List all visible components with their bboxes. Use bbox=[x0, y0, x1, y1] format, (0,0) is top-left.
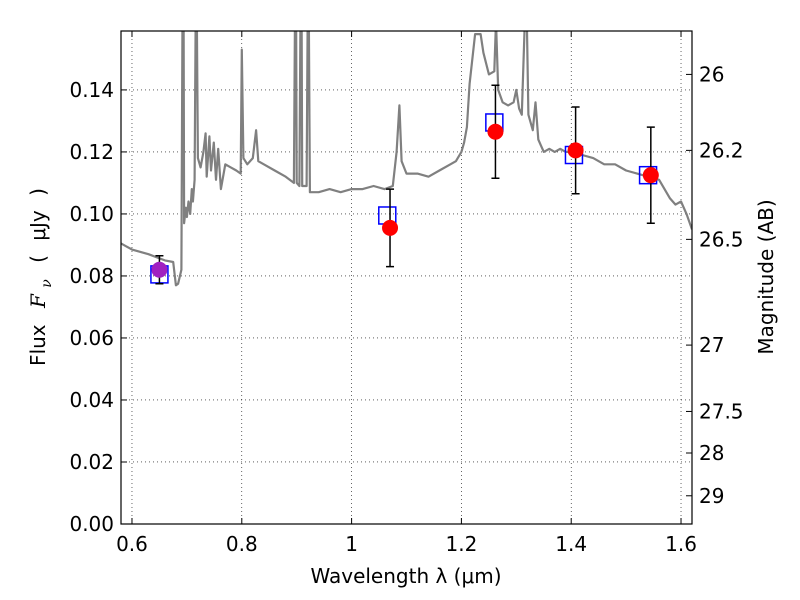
x-tick-label: 0.8 bbox=[226, 532, 258, 556]
observed-point bbox=[642, 126, 659, 224]
y-tick-label: 0.12 bbox=[69, 140, 114, 164]
observed-point bbox=[382, 188, 399, 268]
y2-tick-label: 29 bbox=[699, 484, 724, 508]
y-axis-title-paren-close: ) bbox=[26, 188, 50, 196]
y-axis-title-symbol: F bbox=[26, 293, 50, 309]
y2-axis-title: Magnitude (AB) bbox=[754, 199, 778, 354]
y-axis-title-unit: μJy bbox=[26, 210, 50, 241]
observed-flux-marker bbox=[487, 123, 504, 140]
grid-lines bbox=[121, 31, 692, 525]
plot-area bbox=[121, 31, 692, 287]
observed-point bbox=[151, 255, 168, 285]
observed-point bbox=[487, 84, 504, 180]
observed-flux-marker bbox=[642, 167, 659, 184]
y2-tick-label: 27.5 bbox=[699, 399, 744, 423]
y-axis-title-paren-open: ( bbox=[26, 255, 50, 263]
observed-point bbox=[567, 106, 584, 195]
y-tick-label: 0.04 bbox=[69, 388, 114, 412]
y-tick-label: 0.14 bbox=[69, 78, 114, 102]
y-axis-title: Flux F ν ( μJy ) bbox=[26, 188, 56, 366]
y-tick-label: 0.02 bbox=[69, 450, 114, 474]
y2-tick-label: 28 bbox=[699, 441, 724, 465]
y2-tick-label: 26.5 bbox=[699, 227, 744, 251]
observed-flux-marker bbox=[151, 261, 168, 278]
y2-tick-label: 26 bbox=[699, 62, 724, 86]
x-tick-label: 1.2 bbox=[445, 532, 477, 556]
x-tick-label: 1.6 bbox=[665, 532, 697, 556]
y2-tick-label: 26.2 bbox=[699, 138, 744, 162]
y-tick-label: 0.10 bbox=[69, 202, 114, 226]
y-tick-label: 0.00 bbox=[69, 512, 114, 536]
model-spectrum-line bbox=[121, 31, 692, 287]
x-tick-label: 1.4 bbox=[555, 532, 587, 556]
y2-tick-label: 27 bbox=[699, 333, 724, 357]
observed-flux-marker bbox=[382, 219, 399, 236]
x-axis-title: Wavelength λ (μm) bbox=[310, 564, 501, 588]
plot-frame bbox=[120, 30, 693, 525]
x-tick-label: 0.6 bbox=[116, 532, 148, 556]
y-tick-label: 0.08 bbox=[69, 264, 114, 288]
axis-ticks: 0.6 0.8 1 1.2 1.4 1.6 0.00 0.02 0.04 0.06 0.08 0.10… bbox=[69, 31, 744, 556]
y-axis-title-subscript: ν bbox=[39, 279, 55, 288]
observed-flux-marker bbox=[567, 142, 584, 159]
y-axis-title-word: Flux bbox=[26, 324, 50, 366]
y-tick-label: 0.06 bbox=[69, 326, 114, 350]
x-tick-label: 1 bbox=[345, 532, 358, 556]
